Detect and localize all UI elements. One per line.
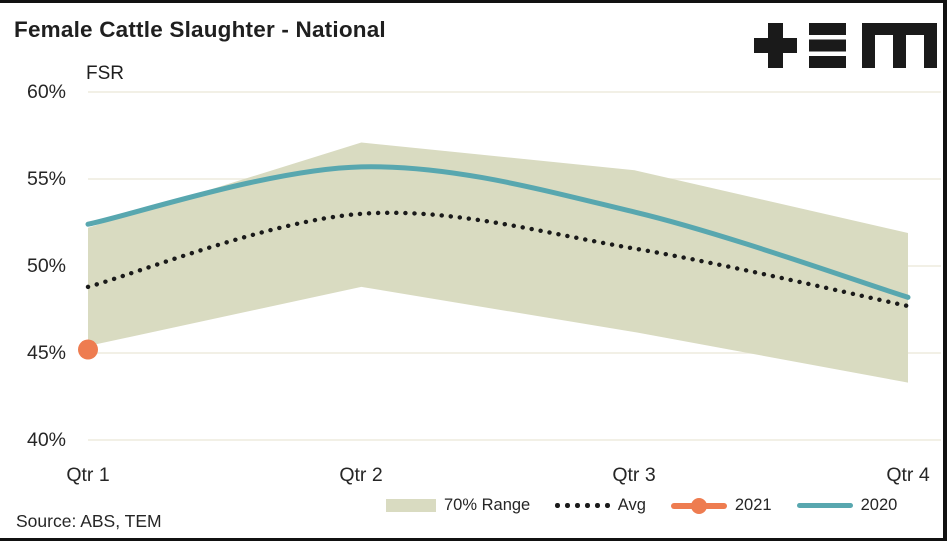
y-tick-40: 40% [26, 429, 66, 451]
legend-item-2020: 2020 [796, 496, 898, 515]
legend-item-range: 70% Range [386, 496, 530, 515]
source-note: Source: ABS, TEM [16, 511, 162, 531]
page-title: Female Cattle Slaughter - National [14, 17, 386, 42]
tem-logo [754, 23, 937, 68]
avg-dotted-marker [555, 503, 610, 508]
legend: 70% Range Avg 2021 2020 [386, 496, 897, 515]
x-tick-qtr3: Qtr 3 [612, 464, 656, 486]
legend-label-avg: Avg [617, 496, 646, 514]
y-axis-label: FSR [86, 63, 124, 84]
y-tick-45: 45% [26, 342, 66, 364]
x-tick-qtr4: Qtr 4 [886, 464, 930, 486]
x-tick-qtr2: Qtr 2 [339, 464, 383, 486]
x-tick-qtr1: Qtr 1 [66, 464, 110, 486]
2020-line-marker [796, 503, 853, 508]
y-tick-55: 55% [26, 168, 66, 190]
y-tick-60: 60% [26, 81, 66, 103]
chart-plot-area [78, 91, 941, 441]
legend-label-2020: 2020 [860, 496, 898, 514]
legend-label-range: 70% Range [444, 496, 531, 514]
legend-item-2021: 2021 [670, 496, 772, 515]
2021-line-marker [670, 497, 727, 514]
y-tick-50: 50% [26, 255, 66, 277]
legend-label-2021: 2021 [734, 496, 772, 514]
legend-item-avg: Avg [555, 496, 646, 515]
range-band-swatch [386, 499, 436, 512]
